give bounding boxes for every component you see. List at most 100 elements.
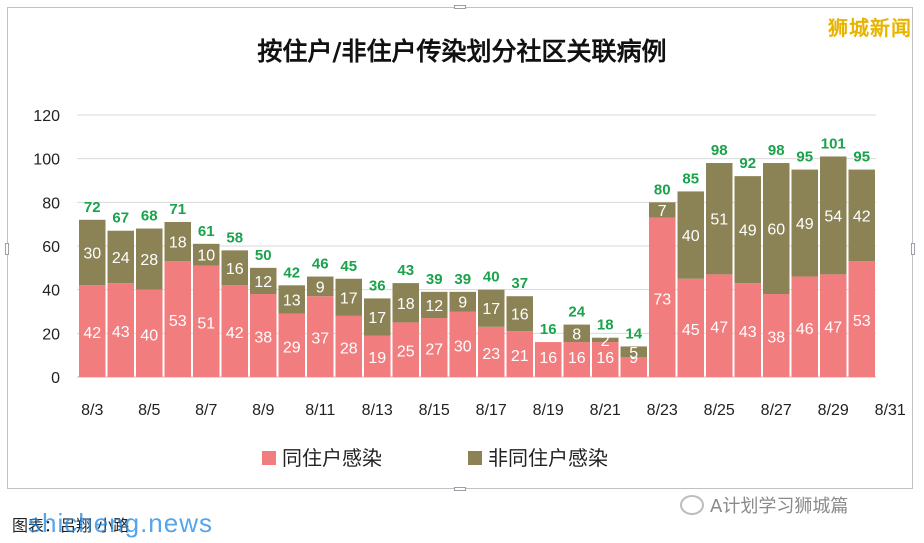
bar-label-same-household: 43	[112, 324, 130, 341]
bar-non-same-household	[221, 250, 248, 286]
wechat-account: A计划学习狮城篇	[680, 492, 848, 518]
bar-total-label: 80	[654, 181, 671, 198]
bar-label-non-same-household: 17	[340, 290, 358, 307]
bar-label-non-same-household: 18	[397, 296, 415, 313]
bar-label-same-household: 53	[853, 313, 871, 330]
bar-label-non-same-household: 49	[796, 216, 814, 233]
y-tick-label: 0	[51, 370, 60, 387]
bar-total-label: 85	[682, 170, 699, 187]
bar-label-non-same-household: 7	[658, 203, 667, 220]
wechat-account-name: A计划学习狮城篇	[710, 496, 849, 517]
bar-total-label: 67	[112, 210, 129, 227]
bar-same-household	[478, 326, 505, 377]
bar-label-same-household: 43	[739, 324, 757, 341]
bar-same-household	[820, 274, 847, 377]
bar-label-same-household: 19	[368, 350, 386, 367]
x-tick-label: 8/25	[704, 402, 735, 419]
bar-total-label: 24	[568, 304, 585, 321]
bar-same-household	[421, 318, 448, 377]
bar-non-same-household	[620, 346, 647, 358]
bar-label-non-same-household: 16	[511, 307, 529, 324]
bar-label-same-household: 47	[710, 320, 728, 337]
bar-non-same-household	[478, 289, 505, 327]
bar-total-label: 71	[169, 201, 186, 218]
bar-total-label: 37	[511, 275, 528, 292]
x-tick-label: 8/23	[647, 402, 678, 419]
x-tick-label: 8/21	[590, 402, 621, 419]
x-tick-label: 8/15	[419, 402, 450, 419]
chart-title: 按住户/非住户传染划分社区关联病例	[257, 37, 666, 66]
legend-item-same-household-swatch	[262, 451, 276, 465]
bar-same-household	[335, 315, 362, 377]
bar-non-same-household	[107, 230, 134, 284]
bar-label-same-household: 16	[568, 350, 586, 367]
bar-label-same-household: 73	[653, 291, 671, 308]
bar-total-label: 92	[739, 155, 756, 172]
bar-label-same-household: 47	[824, 320, 842, 337]
bar-total-label: 39	[454, 271, 471, 288]
bar-label-same-household: 28	[340, 340, 358, 357]
bar-label-non-same-household: 9	[316, 279, 325, 296]
x-tick-label: 8/17	[476, 402, 507, 419]
x-tick-label: 8/31	[875, 402, 906, 419]
bar-total-label: 36	[369, 277, 386, 294]
bar-label-non-same-household: 9	[458, 295, 467, 312]
bar-non-same-household	[820, 156, 847, 275]
bar-label-same-household: 38	[254, 330, 272, 347]
bar-label-non-same-household: 5	[629, 345, 638, 362]
bar-label-non-same-household: 54	[824, 208, 842, 225]
resize-handle-top[interactable]	[454, 5, 466, 9]
bar-same-household	[506, 331, 533, 377]
bar-non-same-household	[649, 202, 676, 218]
bar-non-same-household	[307, 276, 334, 297]
bar-same-household	[592, 342, 619, 377]
bar-same-household	[107, 283, 134, 377]
bar-label-non-same-household: 13	[283, 292, 301, 309]
bar-total-label: 40	[483, 269, 500, 286]
bar-same-household	[364, 335, 391, 377]
x-tick-label: 8/3	[81, 402, 103, 419]
resize-handle-bottom[interactable]	[454, 487, 466, 491]
bar-label-same-household: 37	[311, 331, 329, 348]
bar-total-label: 42	[283, 264, 300, 281]
bar-total-label: 98	[711, 142, 728, 159]
bar-same-household	[563, 342, 590, 377]
bar-label-same-household: 46	[796, 321, 814, 338]
bar-non-same-household	[136, 228, 163, 290]
wechat-icon	[680, 495, 704, 515]
bar-label-non-same-household: 42	[853, 208, 871, 225]
bar-non-same-household	[763, 163, 790, 295]
bar-total-label: 14	[625, 325, 642, 342]
x-tick-label: 8/7	[195, 402, 217, 419]
resize-handle-left[interactable]	[5, 243, 9, 255]
y-tick-label: 60	[42, 239, 60, 256]
bar-total-label: 95	[853, 149, 870, 166]
bar-same-household	[392, 322, 419, 377]
x-tick-label: 8/19	[533, 402, 564, 419]
y-tick-label: 20	[42, 326, 60, 343]
bar-label-non-same-household: 12	[425, 298, 443, 315]
bar-label-same-household: 51	[197, 315, 215, 332]
bar-same-household	[164, 261, 191, 377]
bar-same-household	[193, 265, 220, 377]
bar-non-same-household	[335, 278, 362, 316]
bar-non-same-household	[734, 176, 761, 284]
x-tick-label: 8/27	[761, 402, 792, 419]
bar-same-household	[706, 274, 733, 377]
bar-total-label: 61	[198, 223, 215, 240]
bar-non-same-household	[592, 337, 619, 343]
bar-label-same-household: 30	[454, 338, 472, 355]
bar-total-label: 98	[768, 142, 785, 159]
figure-caption: 图表：吕翔 小路	[12, 516, 130, 535]
x-tick-label: 8/9	[252, 402, 274, 419]
bar-total-label: 58	[226, 229, 243, 246]
bar-label-non-same-household: 28	[140, 252, 158, 269]
bar-non-same-household	[506, 296, 533, 332]
bar-label-same-household: 45	[682, 322, 700, 339]
bar-label-same-household: 23	[482, 346, 500, 363]
resize-handle-right[interactable]	[911, 243, 915, 255]
bar-same-household	[535, 342, 562, 377]
bar-total-label: 95	[796, 149, 813, 166]
bar-label-same-household: 16	[539, 350, 557, 367]
bar-total-label: 46	[312, 256, 329, 273]
